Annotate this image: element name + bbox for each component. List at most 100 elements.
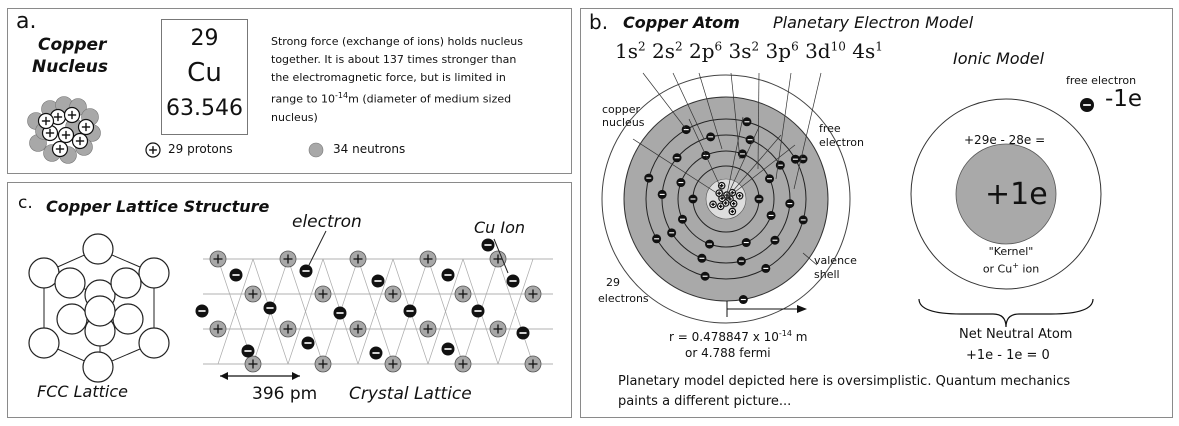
config-orbital: 1s <box>615 39 638 63</box>
config-orbital: 4s <box>852 39 876 63</box>
kernel-label: "Kernel" or Cu+ ion <box>971 245 1051 277</box>
lattice-electron-icon <box>516 326 530 340</box>
pointer-line <box>632 138 727 200</box>
lattice-electron-icon <box>241 344 255 358</box>
atomic-number: 29 <box>190 26 219 51</box>
config-exponent: 6 <box>791 39 799 54</box>
proton-icon <box>41 124 59 142</box>
panel-b-label: b. <box>589 10 609 34</box>
radius-text: r = 0.478847 x 10 <box>669 330 779 344</box>
label-line: copper <box>602 103 641 116</box>
lattice-electron-icon <box>299 264 313 278</box>
description-line: the electromagnetic force, but is limite… <box>271 71 506 84</box>
orbital-electron-icon <box>741 238 751 248</box>
element-symbol: Cu <box>187 58 222 88</box>
orbital-electron-icon <box>657 189 667 199</box>
config-exponent: 2 <box>675 39 683 54</box>
electron-count-label: 29 electrons <box>598 275 649 307</box>
pointer-line <box>725 144 796 200</box>
lattice-electron-icon <box>441 268 455 282</box>
radius-fermi: or 4.788 fermi <box>685 346 771 360</box>
orbital-electron-icon <box>798 215 808 225</box>
lattice-electron-icon <box>333 306 347 320</box>
orbital-electron-icon <box>706 132 716 142</box>
panel-copper-nucleus: a. Copper Nucleus 29 Cu 63.546 Strong fo… <box>7 8 572 174</box>
orbital-electron-icon <box>672 153 682 163</box>
label-line: nucleus <box>602 116 645 129</box>
orbital-electron-icon <box>742 117 752 127</box>
cu-ion-pointer <box>493 238 509 274</box>
config-pointer <box>775 72 792 180</box>
radius-arrow-head <box>797 305 807 313</box>
orbital-electron-icon <box>738 295 748 305</box>
electron-pointer <box>307 230 327 268</box>
kernel-charge: +1e <box>985 177 1048 212</box>
lattice-electron-icon <box>403 304 417 318</box>
orbital-electron-icon <box>676 178 686 188</box>
orbital-electron-icon <box>766 210 776 220</box>
strong-force-description: Strong force (exchange of ions) holds nu… <box>271 33 523 127</box>
ionic-electron-charge: -1e <box>1105 86 1143 112</box>
fcc-atom-icon <box>138 327 170 359</box>
note-line: paints a different picture... <box>618 394 792 409</box>
config-orbital: 3p <box>765 39 792 63</box>
orbital-electron-icon <box>761 263 771 273</box>
description-text: m (diameter of medium sized <box>348 92 512 106</box>
legend-proton-icon <box>145 142 161 158</box>
lattice-drawing <box>28 230 553 383</box>
proton-icon <box>51 140 69 158</box>
legend-neutrons: 34 neutrons <box>333 142 406 156</box>
note-line: Planetary model depicted here is oversim… <box>618 374 1071 389</box>
nucleus-cluster <box>27 96 324 164</box>
config-pointer <box>672 72 705 140</box>
orbital-electron-icon <box>737 149 747 159</box>
nucleus-proton-icon <box>716 202 725 211</box>
label-line: free <box>819 122 841 135</box>
orbital-electron-icon <box>652 234 662 244</box>
lattice-electron-icon <box>229 268 243 282</box>
nucleus-proton-icon <box>729 199 738 208</box>
spacing-arrow-head <box>292 372 300 380</box>
panel-copper-atom: b. Copper Atom Planetary Electron Model … <box>580 8 1173 418</box>
pointer-line <box>688 118 727 200</box>
description-line: together. It is about 137 times stronger… <box>271 53 517 66</box>
planetary-model-note: Planetary model depicted here is oversim… <box>618 372 1070 412</box>
panel-c-label: c. <box>18 193 33 213</box>
nucleus-proton-icon <box>735 191 744 200</box>
electron-shell <box>645 118 807 280</box>
lattice-electron-icon <box>263 301 277 315</box>
config-exponent: 10 <box>830 39 846 54</box>
cu-ion-label: Cu Ion <box>474 218 526 237</box>
label-text: or Cu <box>982 262 1013 276</box>
fcc-atom-icon <box>110 267 142 299</box>
orbital-electron-icon <box>754 194 764 204</box>
label-line: "Kernel" <box>988 245 1034 258</box>
fcc-atom-icon <box>54 267 86 299</box>
valence-shell-label: valence shell <box>814 254 857 282</box>
atom-diagram <box>601 72 1102 328</box>
orbital-electron-icon <box>700 271 710 281</box>
electron-configuration: 1s2 2s2 2p6 3s2 3p6 3d10 4s1 <box>615 39 883 63</box>
element-box: 29 Cu 63.546 <box>161 19 248 135</box>
label-line: shell <box>814 268 840 281</box>
orbital-electron-icon <box>705 239 715 249</box>
valence-pointer <box>802 252 818 266</box>
ionic-model-title: Ionic Model <box>953 49 1045 68</box>
radius-exponent: -14 <box>778 329 792 338</box>
orbital-electron-icon <box>785 199 795 209</box>
net-neutral-equation: +1e - 1e = 0 <box>966 348 1050 363</box>
orbital-electron-icon <box>688 194 698 204</box>
config-orbital: 3s <box>728 39 752 63</box>
description-text: range to 10 <box>271 92 336 106</box>
orbital-electron-icon <box>644 173 654 183</box>
fcc-atom-icon <box>138 257 170 289</box>
orbital-electron-icon <box>790 154 800 164</box>
lattice-electron-icon <box>481 238 495 252</box>
label-line: or Cu+ ion <box>971 259 1051 277</box>
lattice-electron-icon <box>506 274 520 288</box>
orbital-electron-icon <box>677 214 687 224</box>
net-neutral-title: Net Neutral Atom <box>959 327 1073 342</box>
label-line: electron <box>819 136 864 149</box>
legend-protons: 29 protons <box>168 142 233 156</box>
lattice-spacing-label: 396 pm <box>252 384 318 404</box>
